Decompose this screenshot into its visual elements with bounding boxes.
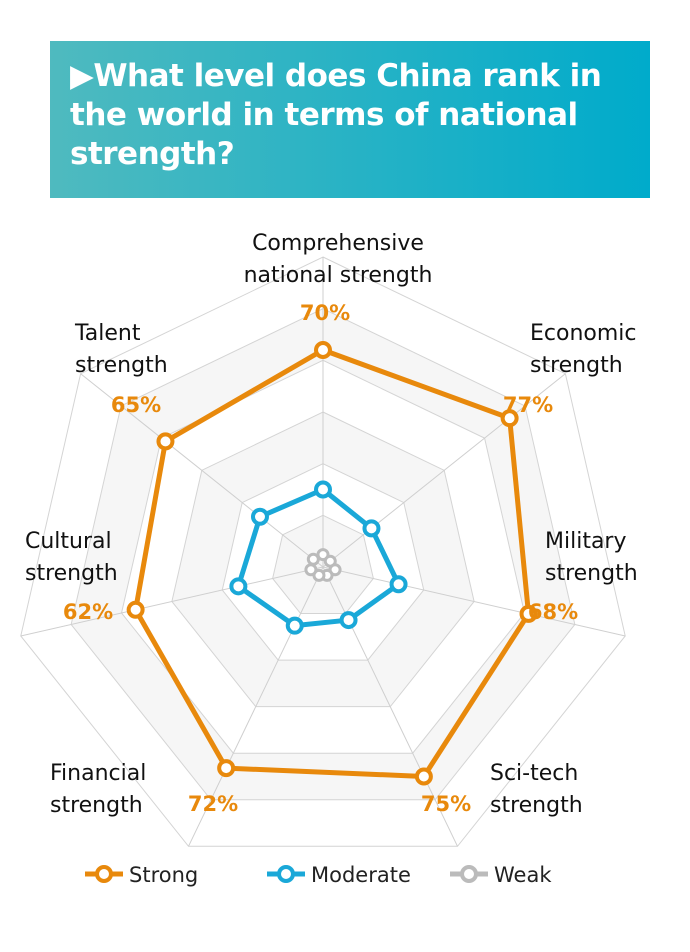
moderate-data-point (229, 577, 248, 596)
moderate-data-point (250, 507, 269, 526)
axis-label: strength (530, 353, 623, 378)
chart-title: ▶What level does China rank in the world… (70, 58, 602, 172)
grid-axis (188, 566, 324, 847)
strong-value-label: 62% (63, 600, 113, 624)
strong-data-point (156, 432, 175, 451)
moderate-series-line (235, 487, 402, 629)
axis-label: strength (50, 793, 143, 818)
strong-data-point (126, 600, 145, 619)
weak-legend-label: Weak (494, 863, 552, 887)
axis-label: strength (545, 561, 638, 586)
title-banner: ▶What level does China rank in the world… (50, 41, 650, 198)
strong-legend-label: Strong (129, 863, 198, 887)
axis-label: strength (490, 793, 583, 818)
grid-axis (20, 566, 324, 637)
axis-label: Military (545, 529, 627, 554)
strong-data-point (519, 604, 538, 623)
axis-label: Cultural (25, 529, 112, 554)
grid-axis (322, 373, 566, 568)
moderate-legend-marker (277, 865, 295, 883)
strong-data-point (500, 409, 519, 428)
moderate-data-point (339, 611, 358, 630)
strong-data-point (414, 767, 433, 786)
moderate-data-point (389, 575, 408, 594)
weak-data-point (304, 563, 318, 577)
moderate-data-point (362, 519, 381, 538)
moderate-data-point (285, 616, 304, 635)
strong-data-point (314, 341, 332, 359)
axis-label: Financial (50, 761, 146, 786)
weak-data-point (306, 552, 320, 566)
axis-label: Comprehensive (252, 231, 424, 256)
axis-label: Economic (530, 321, 637, 346)
weak-legend-marker (460, 865, 478, 883)
strong-series-line (133, 347, 532, 779)
axis-label: national strength (244, 263, 433, 288)
strong-legend-marker (95, 865, 113, 883)
axis-label: strength (75, 353, 168, 378)
grid-axis (322, 566, 626, 637)
moderate-data-point (314, 480, 332, 499)
strong-value-label: 70% (300, 301, 350, 325)
strong-value-label: 72% (188, 792, 238, 816)
axis-label: Talent (74, 321, 141, 346)
strong-value-label: 75% (421, 792, 471, 816)
axis-label: Sci-tech (490, 761, 578, 786)
strong-value-label: 68% (528, 600, 578, 624)
strong-data-point (217, 759, 236, 778)
axis-label: strength (25, 561, 118, 586)
strong-value-label: 77% (503, 393, 553, 417)
moderate-legend-label: Moderate (311, 863, 411, 887)
strong-value-label: 65% (111, 393, 161, 417)
grid-axis (80, 373, 324, 568)
